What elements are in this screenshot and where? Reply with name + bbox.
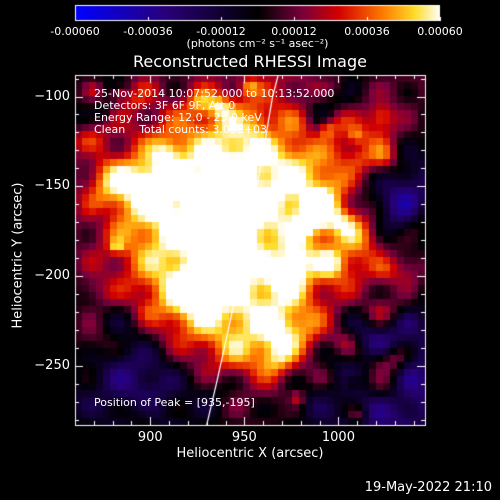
annotation-energy: Energy Range: 12.0 - 25.0 keV: [94, 111, 262, 124]
annotation-detectors: Detectors: 3F 6F 9F, Att 0: [94, 99, 236, 112]
colorbar-tick-label: -0.00036: [123, 25, 173, 38]
x-axis-label: Heliocentric X (arcsec): [176, 446, 324, 461]
y-tick-label: −100: [34, 88, 70, 104]
chart-title: Reconstructed RHESSI Image: [133, 52, 367, 71]
x-tick-label: 1000: [321, 430, 355, 445]
y-tick-label: −200: [34, 268, 70, 284]
peak-position-label: Position of Peak = [935,-195]: [94, 396, 255, 409]
annotation-counts: Clean Total counts: 3.05E+03: [94, 123, 268, 136]
colorbar-tick-label: 0.00012: [271, 25, 317, 38]
x-tick-label: 950: [231, 430, 257, 445]
y-tick-label: −250: [34, 357, 70, 373]
x-tick-label: 900: [137, 430, 163, 445]
colorbar-label: (photons cm⁻² s⁻¹ asec⁻²): [186, 37, 329, 50]
annotation-time: 25-Nov-2014 10:07:52.000 to 10:13:52.000: [94, 87, 335, 100]
colorbar-tick-label: -0.00012: [196, 25, 246, 38]
y-tick-label: −150: [34, 178, 70, 194]
colorbar-tick-label: 0.00036: [344, 25, 390, 38]
colorbar-tick-label: -0.00060: [50, 25, 100, 38]
colorbar-tick-label: 0.00060: [417, 25, 463, 38]
timestamp: 19-May-2022 21:10: [364, 480, 492, 495]
